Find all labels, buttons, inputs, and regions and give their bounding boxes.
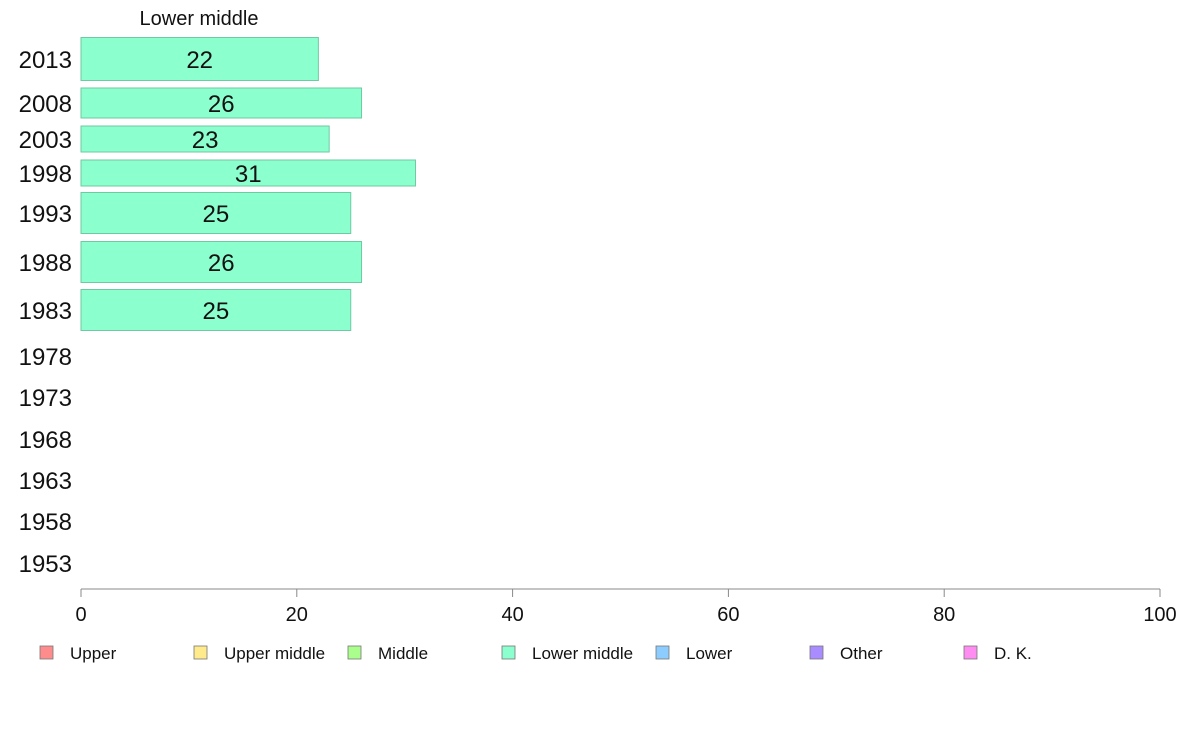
legend-label: Lower (686, 644, 733, 663)
y-tick-label: 1953 (19, 551, 72, 578)
y-tick-label: 1973 (19, 385, 72, 412)
legend-swatch (963, 645, 978, 660)
y-axis: 2013 2008 2003 1998 1993 1988 1983 1978 1973 1968… (19, 47, 72, 578)
bar (80, 289, 352, 331)
legend-label: Upper (70, 644, 117, 663)
legend-label: Other (840, 644, 883, 663)
y-tick-label: 1968 (19, 427, 72, 454)
x-tick-label: 20 (286, 604, 308, 626)
legend-label: Middle (378, 644, 428, 663)
bar (80, 192, 352, 234)
x-tick-label: 60 (717, 604, 739, 626)
legend-label: Lower middle (532, 644, 633, 663)
bar-value-label: 26 (208, 250, 235, 277)
bar-value-label: 23 (192, 127, 219, 154)
bar-value-label: 31 (235, 161, 262, 188)
y-tick-label: 1988 (19, 250, 72, 277)
legend-swatch (347, 645, 362, 660)
y-tick-label: 1983 (19, 298, 72, 325)
bar (80, 159, 416, 187)
bar-value-label: 26 (208, 91, 235, 118)
x-tick-label: 40 (501, 604, 523, 626)
y-tick-label: 1998 (19, 161, 72, 188)
legend-label: D. K. (994, 644, 1032, 663)
y-tick-label: 2008 (19, 91, 72, 118)
legend-swatch (193, 645, 208, 660)
y-tick-label: 1958 (19, 509, 72, 536)
x-tick-label: 80 (933, 604, 955, 626)
bar-value-label: 25 (203, 201, 230, 228)
bar (80, 37, 319, 81)
bar (80, 241, 363, 283)
bar-value-label: 22 (186, 47, 213, 74)
legend-swatch (655, 645, 670, 660)
y-tick-label: 1993 (19, 201, 72, 228)
legend-swatch (809, 645, 824, 660)
x-tick-label: 100 (1143, 604, 1176, 626)
bar-value-label: 25 (203, 298, 230, 325)
y-tick-label: 1978 (19, 344, 72, 371)
legend-label: Upper middle (224, 644, 325, 663)
bar (80, 125, 330, 153)
chart-title: Lower middle (140, 8, 259, 30)
legend-swatch (39, 645, 54, 660)
bar (80, 87, 363, 119)
y-tick-label: 2003 (19, 127, 72, 154)
y-tick-label: 1963 (19, 468, 72, 495)
legend-swatch (501, 645, 516, 660)
legend: Upper Upper middle Middle Lower middle Lower… (39, 644, 1032, 663)
x-tick-label: 0 (75, 604, 86, 626)
x-axis: 0 20 40 60 80 100 (75, 588, 1177, 626)
y-tick-label: 2013 (19, 47, 72, 74)
